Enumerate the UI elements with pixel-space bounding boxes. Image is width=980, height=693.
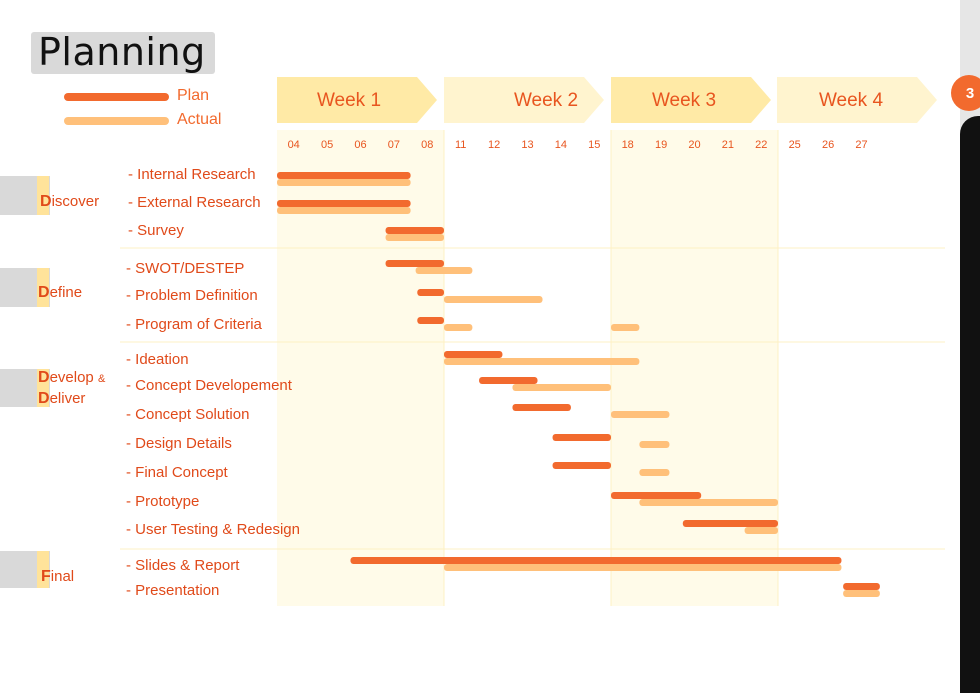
task-label: - Internal Research [128, 166, 256, 183]
task-label: - Ideation [126, 351, 189, 368]
phase-label-develop-deliver: Develop & Deliver [38, 369, 106, 407]
legend-actual-swatch [64, 117, 169, 125]
plan-bar [385, 260, 444, 267]
week-header-2: Week 2 [444, 77, 604, 123]
plan-bar [611, 492, 702, 499]
legend-actual-label: Actual [177, 111, 222, 128]
plan-bar [843, 583, 880, 590]
task-label: - Presentation [126, 582, 220, 599]
task-label: - Concept Developement [126, 377, 292, 394]
page-title: Planning [38, 30, 206, 74]
plan-bar [479, 377, 538, 384]
task-label: - User Testing & Redesign [126, 521, 300, 538]
phase-accent-final [37, 551, 49, 588]
plan-bar [552, 462, 611, 469]
actual-bar [444, 296, 543, 303]
page-number-badge: 3 [951, 75, 980, 111]
actual-bar [744, 527, 778, 534]
day-label: 21 [721, 139, 735, 151]
actual-bar [444, 358, 640, 365]
plan-bar [417, 289, 444, 296]
day-label: 20 [688, 139, 701, 151]
legend-plan-label: Plan [177, 87, 210, 104]
task-label: - Program of Criteria [126, 316, 262, 333]
actual-bar [639, 441, 670, 448]
phase-label-discover: Discover [40, 193, 100, 210]
week-label: Week 2 [513, 90, 579, 111]
day-label: 11 [454, 139, 467, 151]
day-label: 22 [755, 139, 768, 151]
task-label: - Concept Solution [126, 406, 250, 423]
week-header-3: Week 3 [611, 77, 771, 123]
plan-bar [350, 557, 842, 564]
actual-bar [385, 234, 444, 241]
plan-bar [277, 200, 411, 207]
day-label: 15 [588, 139, 601, 151]
actual-bar [611, 324, 640, 331]
day-label: 18 [621, 139, 634, 151]
plan-bar [682, 520, 778, 527]
title-background [31, 32, 215, 74]
plan-bar [385, 227, 444, 234]
actual-bar [843, 590, 880, 597]
day-label: 04 [287, 139, 300, 151]
phase-label-define: Define [38, 284, 83, 301]
actual-bar [611, 411, 670, 418]
day-label: 19 [654, 139, 668, 151]
actual-bar [277, 207, 411, 214]
day-label: 27 [855, 139, 868, 151]
day-label: 08 [421, 139, 434, 151]
week-label: Week 3 [651, 90, 717, 111]
day-label: 14 [554, 139, 568, 151]
actual-bar [639, 469, 670, 476]
phase-accent-develop-deliver [37, 369, 49, 407]
plan-bar [277, 172, 411, 179]
plan-bar [512, 404, 571, 411]
day-label: 07 [387, 139, 401, 151]
task-label: - Survey [128, 222, 184, 239]
day-label: 13 [521, 139, 534, 151]
phase-label-final: Final [41, 568, 75, 585]
day-label: 26 [821, 139, 835, 151]
week-header-4: Week 4 [777, 77, 937, 123]
week-label: Week 4 [818, 90, 884, 111]
task-label: - Prototype [126, 493, 200, 510]
task-label: - External Research [128, 194, 261, 211]
legend-plan-swatch [64, 93, 169, 101]
week-label: Week 1 [316, 90, 382, 111]
day-label: 25 [788, 139, 801, 151]
task-label: - Problem Definition [126, 287, 258, 304]
task-label: - SWOT/DESTEP [126, 260, 245, 277]
day-label: 06 [354, 139, 367, 151]
plan-bar [552, 434, 611, 441]
task-label: - Design Details [126, 435, 232, 452]
plan-bar [417, 317, 444, 324]
day-label: 05 [320, 139, 334, 151]
actual-bar [639, 499, 778, 506]
week-column-shade [611, 130, 778, 606]
phase-accent-discover [37, 176, 49, 215]
actual-bar [277, 179, 411, 186]
actual-bar [512, 384, 611, 391]
phase-accent-define [37, 268, 49, 307]
right-dark-tab [960, 116, 980, 693]
actual-bar [444, 324, 473, 331]
task-label: - Slides & Report [126, 557, 240, 574]
week-header-1: Week 1 [277, 77, 437, 123]
actual-bar [415, 267, 473, 274]
plan-bar [444, 351, 503, 358]
task-label: - Final Concept [126, 464, 228, 481]
actual-bar [444, 564, 842, 571]
day-label: 12 [487, 139, 501, 151]
